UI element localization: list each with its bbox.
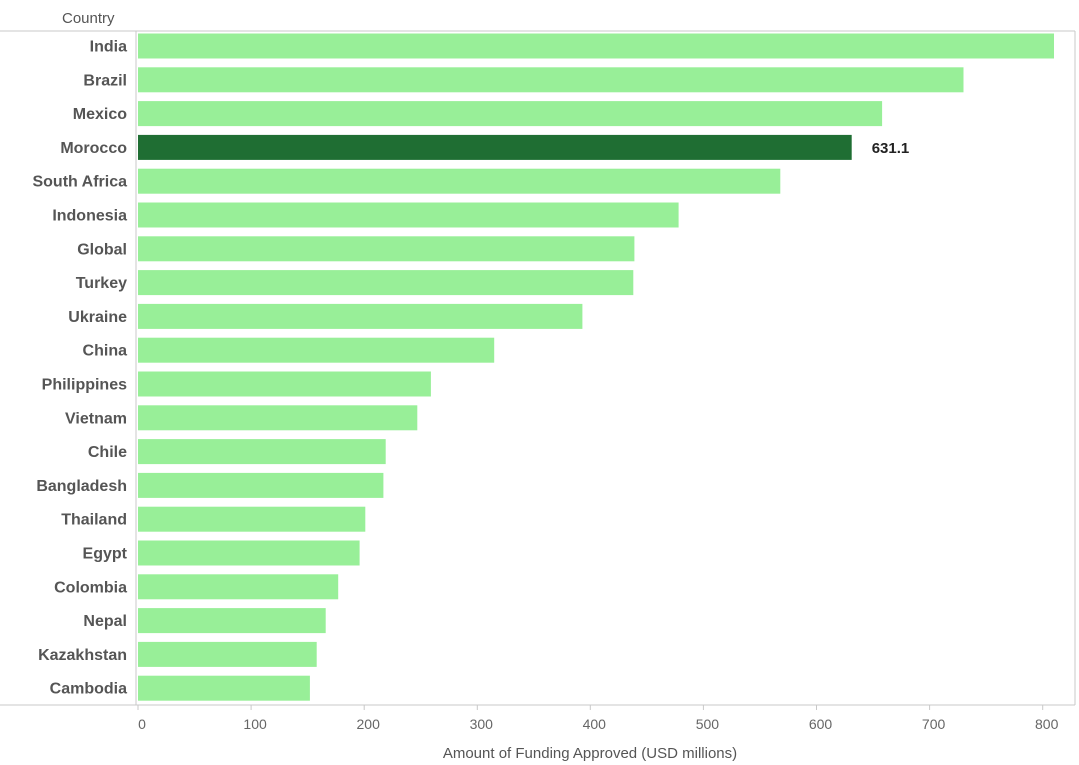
- bar-cambodia: [138, 675, 310, 701]
- bar-global: [138, 236, 635, 262]
- bar-thailand: [138, 506, 366, 532]
- category-label: India: [90, 39, 127, 56]
- x-tick-label: 300: [470, 716, 494, 732]
- bar-morocco: [138, 134, 852, 160]
- bar-bangladesh: [138, 472, 384, 498]
- bar-kazakhstan: [138, 641, 317, 667]
- x-tick-label: 500: [696, 716, 720, 732]
- x-tick-label: 600: [809, 716, 833, 732]
- x-tick-label: 800: [1035, 716, 1059, 732]
- bar-indonesia: [138, 202, 679, 228]
- category-label: Brazil: [83, 72, 127, 89]
- category-label: Global: [77, 241, 127, 258]
- category-label: Thailand: [61, 512, 127, 529]
- category-label: Colombia: [54, 579, 127, 596]
- category-label: Cambodia: [50, 681, 127, 698]
- category-label: Mexico: [73, 106, 127, 123]
- category-label: Nepal: [83, 613, 127, 630]
- data-label-morocco: 631.1: [872, 140, 910, 157]
- bar-brazil: [138, 67, 964, 93]
- bar-philippines: [138, 371, 431, 397]
- bar-mexico: [138, 101, 883, 127]
- x-tick-label: 700: [922, 716, 946, 732]
- bar-group: [138, 33, 1054, 701]
- x-tick-label: 400: [583, 716, 607, 732]
- x-tick-label: 0: [138, 716, 146, 732]
- chart-frame: [0, 30, 1076, 706]
- category-label: Indonesia: [52, 208, 127, 225]
- category-label: Ukraine: [68, 309, 127, 326]
- bar-colombia: [138, 574, 339, 600]
- bar-south-africa: [138, 168, 781, 194]
- category-label: Egypt: [83, 546, 128, 563]
- category-label: South Africa: [32, 174, 127, 191]
- bar-ukraine: [138, 303, 583, 329]
- bar-vietnam: [138, 405, 418, 431]
- bar-nepal: [138, 608, 326, 634]
- bar-egypt: [138, 540, 360, 566]
- category-label: Morocco: [60, 140, 127, 157]
- x-axis-ticks: 0 100 200 300 400 500 600 700 800: [137, 705, 1059, 732]
- category-label: Philippines: [42, 377, 127, 394]
- bar-chile: [138, 439, 386, 465]
- x-axis-title: Amount of Funding Approved (USD millions…: [443, 745, 737, 762]
- bar-china: [138, 337, 495, 363]
- category-label: Kazakhstan: [38, 647, 127, 664]
- bar-india: [138, 33, 1054, 59]
- data-labels: 631.1: [872, 140, 910, 157]
- bar-turkey: [138, 270, 634, 296]
- category-label: Bangladesh: [36, 478, 127, 495]
- category-label: Turkey: [76, 275, 127, 292]
- category-label: China: [83, 343, 128, 360]
- row-header-country: Country: [62, 10, 115, 27]
- category-label: Chile: [88, 444, 127, 461]
- category-labels: India Brazil Mexico Morocco South Africa Indo…: [32, 39, 127, 698]
- x-tick-label: 100: [243, 716, 267, 732]
- category-label: Vietnam: [65, 410, 127, 427]
- x-tick-label: 200: [357, 716, 381, 732]
